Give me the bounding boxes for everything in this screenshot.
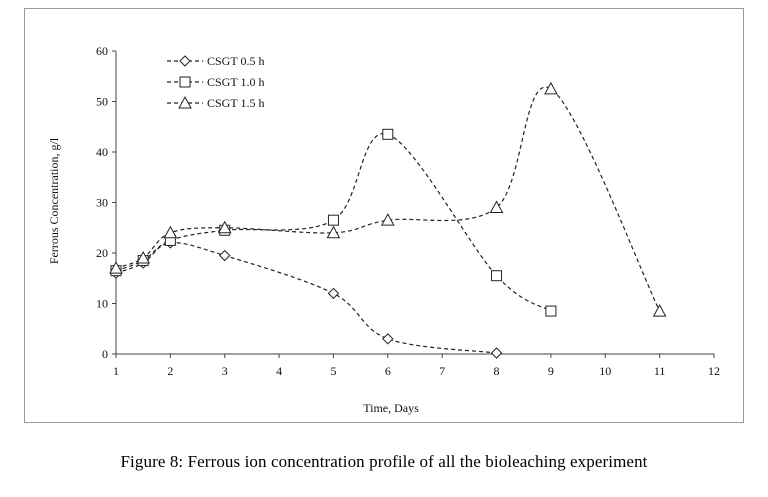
data-point-triangle	[652, 304, 667, 317]
x-tick-label: 1	[113, 364, 119, 378]
legend-entry: CSGT 1.5 h	[167, 95, 264, 110]
data-point-triangle	[217, 220, 232, 234]
x-tick-label: 5	[330, 364, 336, 378]
data-point-diamond	[219, 249, 231, 262]
legend-marker-triangle	[178, 95, 192, 109]
legend-marker-square	[179, 76, 191, 88]
data-point-square	[382, 128, 394, 140]
series-line-1	[115, 242, 497, 354]
legend-entry: CSGT 0.5 h	[167, 54, 264, 68]
legend-entry: CSGT 1.0 h	[167, 75, 264, 89]
x-tick-label: 11	[654, 364, 666, 378]
x-tick-label: 8	[494, 364, 500, 378]
y-tick-label: 50	[96, 95, 108, 109]
data-point-triangle	[136, 251, 151, 264]
x-tick-label: 12	[708, 364, 720, 378]
x-tick-label: 2	[167, 364, 173, 378]
legend-label: CSGT 1.5 h	[207, 96, 264, 110]
x-tick-label: 4	[276, 364, 282, 378]
x-tick-label: 6	[385, 364, 391, 378]
data-point-square	[491, 270, 503, 282]
y-tick-label: 0	[102, 347, 108, 361]
data-point-triangle	[380, 213, 395, 226]
y-tick-label: 20	[96, 246, 108, 260]
x-tick-label: 7	[439, 364, 445, 378]
y-tick-label: 10	[96, 297, 108, 311]
y-axis-label: Ferrous Concentration, g/l	[47, 137, 61, 264]
data-point-diamond	[382, 333, 394, 345]
data-point-triangle	[326, 225, 341, 239]
data-point-square	[327, 214, 339, 226]
y-tick-label: 30	[96, 196, 108, 210]
data-point-diamond	[327, 287, 340, 300]
data-point-triangle	[163, 225, 178, 239]
data-point-triangle	[109, 261, 123, 274]
y-tick-label: 60	[96, 44, 108, 58]
legend-label: CSGT 0.5 h	[207, 54, 264, 68]
x-tick-label: 9	[548, 364, 554, 378]
data-point-square	[545, 305, 557, 317]
figure-caption: Figure 8: Ferrous ion concentration prof…	[120, 452, 648, 471]
x-axis-label: Time, Days	[363, 401, 419, 415]
legend-marker-diamond	[179, 55, 191, 67]
data-point-triangle	[544, 81, 558, 95]
data-point-diamond	[490, 347, 503, 359]
legend-label: CSGT 1.0 h	[207, 75, 264, 89]
x-tick-label: 10	[599, 364, 611, 378]
y-tick-label: 40	[96, 145, 108, 159]
x-tick-label: 3	[222, 364, 228, 378]
data-point-triangle	[489, 200, 504, 214]
series-line-3	[115, 86, 661, 312]
